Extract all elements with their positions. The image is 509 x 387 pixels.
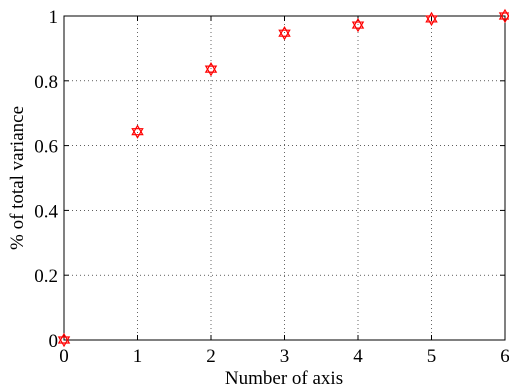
marker-triangle-up: [425, 11, 438, 23]
marker-triangle-up: [278, 25, 291, 37]
marker-triangle-down: [131, 128, 144, 139]
y-tick-label: 0.4: [34, 201, 58, 222]
marker-triangle-down: [351, 21, 365, 33]
marker-triangle-down: [57, 336, 71, 348]
marker-triangle-up: [57, 332, 71, 344]
data-point: [498, 8, 509, 24]
x-tick-labels: 0 1 2 3 4 5 6: [59, 346, 509, 367]
x-tick-label: 2: [206, 346, 216, 367]
marker-triangle-up: [204, 61, 218, 73]
marker-triangle-up: [498, 8, 509, 20]
grid-lines: [64, 16, 505, 340]
data-point: [131, 124, 144, 139]
y-tick-label: 0.2: [34, 266, 58, 287]
x-tick-label: 6: [500, 346, 509, 367]
x-tick-label: 0: [59, 346, 69, 367]
y-tick-label: 0: [49, 331, 59, 352]
data-point: [204, 61, 218, 77]
y-tick-label: 1: [49, 7, 59, 28]
marker-triangle-down: [498, 12, 509, 24]
y-tick-label: 0.8: [34, 72, 58, 93]
x-tick-label: 4: [353, 346, 363, 367]
marker-triangle-up: [131, 124, 144, 136]
marker-triangle-down: [204, 65, 218, 77]
marker-triangle-down: [425, 15, 438, 27]
data-point: [57, 332, 71, 348]
x-tick-label: 5: [427, 346, 437, 367]
x-axis-label: Number of axis: [225, 368, 343, 387]
y-tick-label: 0.6: [34, 137, 58, 158]
plot-area: [64, 16, 505, 340]
data-points: [57, 8, 509, 348]
y-tick-labels: 0 0.2 0.4 0.6 0.8 1: [34, 7, 58, 352]
axis-ticks: [63, 15, 506, 341]
data-point: [278, 25, 291, 41]
marker-triangle-up: [351, 17, 365, 29]
marker-triangle-down: [278, 29, 291, 41]
data-point: [425, 11, 438, 27]
x-tick-label: 3: [280, 346, 290, 367]
x-tick-label: 1: [133, 346, 143, 367]
y-axis-label: % of total variance: [7, 106, 28, 250]
data-point: [351, 17, 365, 33]
